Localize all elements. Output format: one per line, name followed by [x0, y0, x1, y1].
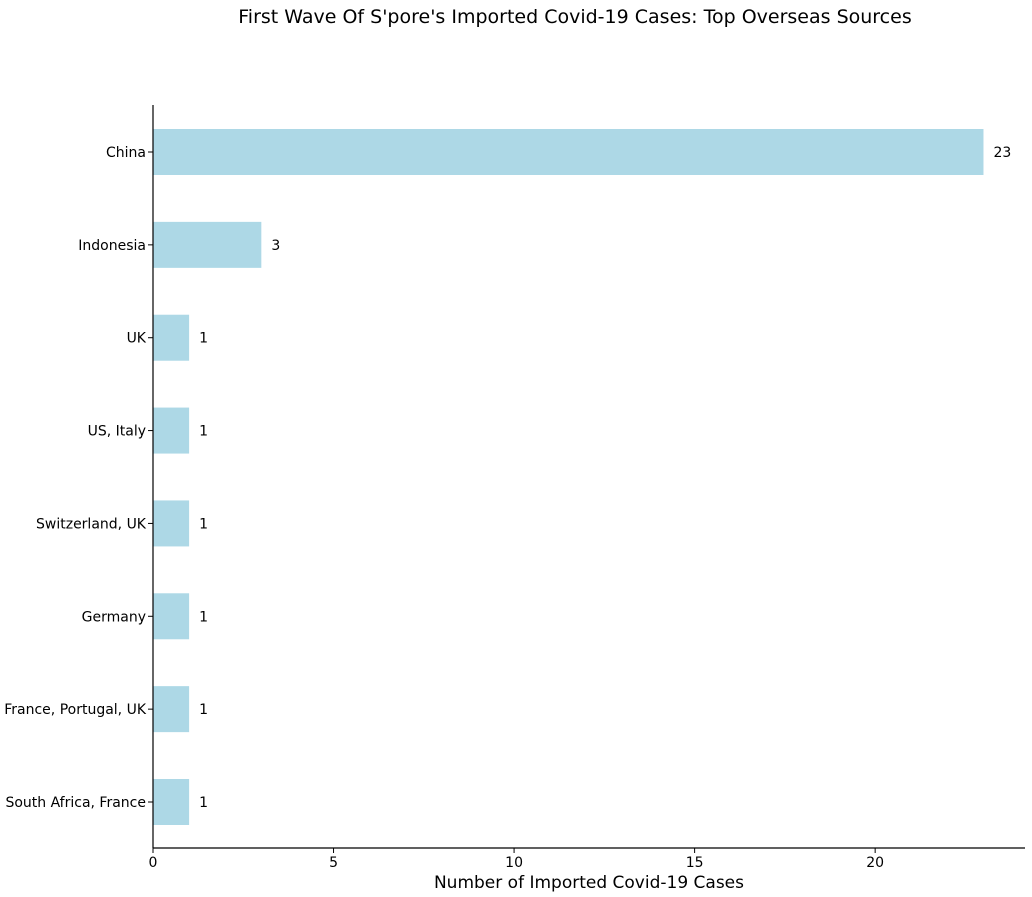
x-axis-label: Number of Imported Covid-19 Cases [434, 873, 744, 893]
bar-uk [153, 314, 190, 361]
bars-group [153, 129, 984, 825]
x-tick-label-20: 20 [866, 855, 884, 871]
y-tick-label-france-portugal-uk: France, Portugal, UK [4, 702, 147, 718]
bar-germany [153, 593, 190, 640]
bar-south-africa-france [153, 779, 190, 825]
bar-france-portugal-uk [153, 686, 190, 733]
y-tick-label-uk: UK [127, 331, 147, 347]
value-label-us-italy: 1 [199, 424, 208, 440]
chart-title: First Wave Of S'pore's Imported Covid-19… [238, 6, 911, 28]
y-axis-ticks-group: China Indonesia UK US, Italy Switzerland, UK… [4, 145, 153, 811]
value-label-switzerland-uk: 1 [199, 516, 208, 532]
y-tick-label-indonesia: Indonesia [78, 238, 146, 254]
value-labels-group: 23 3 1 1 1 1 1 1 [199, 145, 1011, 811]
x-tick-label-10: 10 [505, 855, 523, 871]
y-tick-label-germany: Germany [82, 609, 146, 625]
y-tick-label-china: China [106, 145, 146, 161]
x-tick-label-15: 15 [686, 855, 704, 871]
value-label-france-portugal-uk: 1 [199, 702, 208, 718]
x-tick-label-0: 0 [149, 855, 158, 871]
bar-china [153, 129, 984, 175]
y-tick-label-us-italy: US, Italy [88, 424, 146, 440]
y-tick-label-switzerland-uk: Switzerland, UK [36, 516, 147, 532]
bar-us-italy [153, 407, 190, 454]
value-label-south-africa-france: 1 [199, 795, 208, 811]
y-tick-label-south-africa-france: South Africa, France [5, 795, 146, 811]
x-tick-label-5: 5 [329, 855, 338, 871]
bar-indonesia [153, 221, 262, 268]
value-label-indonesia: 3 [271, 238, 280, 254]
value-label-uk: 1 [199, 331, 208, 347]
value-label-china: 23 [993, 145, 1011, 161]
value-label-germany: 1 [199, 609, 208, 625]
bar-switzerland-uk [153, 500, 190, 547]
x-axis-ticks-group: 0 5 10 15 20 [149, 848, 884, 871]
